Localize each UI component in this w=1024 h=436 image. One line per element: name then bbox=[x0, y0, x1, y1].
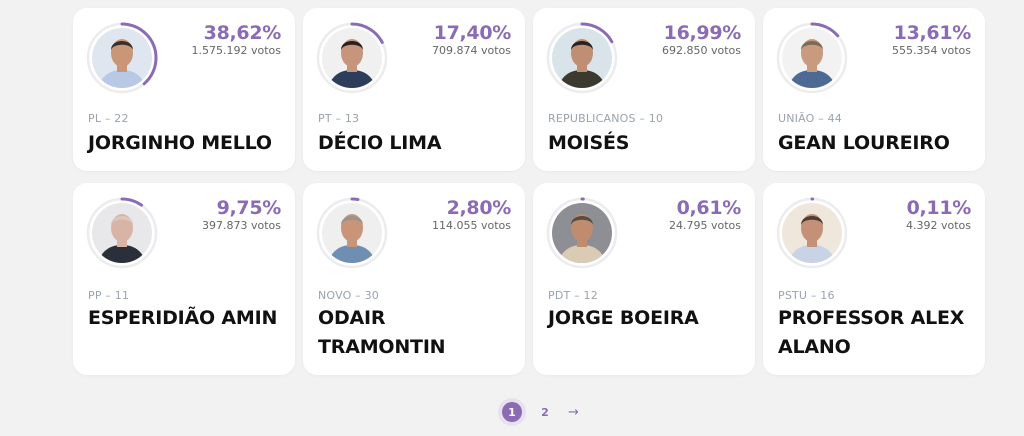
vote-stats: 17,40% 709.874 votos bbox=[432, 22, 511, 57]
vote-stats: 9,75% 397.873 votos bbox=[202, 197, 281, 232]
candidate-name: GEAN LOUREIRO bbox=[778, 132, 950, 154]
party-number: PL – 22 bbox=[88, 112, 129, 125]
candidate-photo bbox=[782, 28, 842, 88]
party-number: NOVO – 30 bbox=[318, 289, 379, 302]
vote-share-ring bbox=[776, 197, 848, 269]
candidate-photo bbox=[322, 28, 382, 88]
candidate-name: JORGE BOEIRA bbox=[548, 307, 699, 329]
vote-percentage: 38,62% bbox=[203, 22, 282, 44]
candidate-card[interactable]: 13,61% 555.354 votos UNIÃO – 44 GEAN LOU… bbox=[763, 8, 985, 171]
party-number: PDT – 12 bbox=[548, 289, 598, 302]
page-2-button[interactable]: 2 bbox=[541, 405, 549, 419]
candidate-card[interactable]: 17,40% 709.874 votos PT – 13 DÉCIO LIMA bbox=[303, 8, 525, 171]
vote-share-ring bbox=[546, 22, 618, 94]
candidate-photo bbox=[552, 203, 612, 263]
vote-count: 4.392 votos bbox=[905, 219, 971, 232]
vote-percentage: 0,11% bbox=[906, 197, 972, 219]
candidate-name: ODAIR TRAMONTIN bbox=[318, 307, 446, 358]
vote-stats: 38,62% 1.575.192 votos bbox=[192, 22, 282, 57]
candidate-card[interactable]: 2,80% 114.055 votos NOVO – 30 ODAIR TRAM… bbox=[303, 183, 525, 375]
candidate-photo bbox=[92, 203, 152, 263]
vote-percentage: 0,61% bbox=[676, 197, 742, 219]
party-number: UNIÃO – 44 bbox=[778, 112, 843, 125]
candidate-name: MOISÉS bbox=[548, 132, 630, 154]
vote-count: 555.354 votos bbox=[892, 44, 971, 57]
candidate-name: ESPERIDIÃO AMIN bbox=[88, 307, 278, 329]
vote-percentage: 2,80% bbox=[446, 197, 512, 219]
candidate-avatar bbox=[775, 196, 849, 270]
vote-count: 692.850 votos bbox=[662, 44, 741, 57]
vote-share-ring bbox=[316, 197, 388, 269]
candidate-name: JORGINHO MELLO bbox=[88, 132, 272, 154]
candidate-avatar bbox=[545, 196, 619, 270]
vote-percentage: 17,40% bbox=[433, 22, 512, 44]
candidate-card[interactable]: 0,11% 4.392 votos PSTU – 16 PROFESSOR AL… bbox=[763, 183, 985, 375]
candidate-card[interactable]: 38,62% 1.575.192 votos PL – 22 JORGINHO … bbox=[73, 8, 295, 171]
vote-count: 1.575.192 votos bbox=[191, 44, 282, 57]
candidate-photo bbox=[92, 28, 152, 88]
candidate-name: PROFESSOR ALEX ALANO bbox=[778, 307, 965, 358]
candidate-name: DÉCIO LIMA bbox=[318, 132, 442, 154]
vote-stats: 0,11% 4.392 votos bbox=[906, 197, 971, 232]
party-number: PSTU – 16 bbox=[778, 289, 835, 302]
candidate-card[interactable]: 16,99% 692.850 votos REPUBLICANOS – 10 M… bbox=[533, 8, 755, 171]
vote-share-ring bbox=[316, 22, 388, 94]
vote-share-ring bbox=[86, 197, 158, 269]
vote-stats: 13,61% 555.354 votos bbox=[892, 22, 971, 57]
next-page-arrow-icon[interactable]: → bbox=[568, 404, 579, 420]
vote-share-ring bbox=[546, 197, 618, 269]
vote-share-ring bbox=[776, 22, 848, 94]
vote-count: 709.874 votos bbox=[432, 44, 511, 57]
candidate-avatar bbox=[315, 196, 389, 270]
candidate-card[interactable]: 9,75% 397.873 votos PP – 11 ESPERIDIÃO A… bbox=[73, 183, 295, 375]
candidate-avatar bbox=[545, 21, 619, 95]
vote-count: 114.055 votos bbox=[432, 219, 511, 232]
party-number: PP – 11 bbox=[88, 289, 130, 302]
vote-stats: 2,80% 114.055 votos bbox=[432, 197, 511, 232]
vote-percentage: 9,75% bbox=[216, 197, 282, 219]
party-number: PT – 13 bbox=[318, 112, 360, 125]
pagination: 1 2 → bbox=[502, 402, 579, 422]
candidate-card[interactable]: 0,61% 24.795 votos PDT – 12 JORGE BOEIRA bbox=[533, 183, 755, 375]
candidate-avatar bbox=[85, 21, 159, 95]
candidates-grid: 38,62% 1.575.192 votos PL – 22 JORGINHO … bbox=[73, 8, 985, 375]
vote-stats: 0,61% 24.795 votos bbox=[669, 197, 741, 232]
candidate-photo bbox=[782, 203, 842, 263]
candidate-photo bbox=[552, 28, 612, 88]
page-1-button[interactable]: 1 bbox=[502, 402, 522, 422]
vote-percentage: 13,61% bbox=[893, 22, 972, 44]
candidate-avatar bbox=[315, 21, 389, 95]
party-number: REPUBLICANOS – 10 bbox=[548, 112, 664, 125]
vote-count: 397.873 votos bbox=[202, 219, 281, 232]
vote-count: 24.795 votos bbox=[669, 219, 741, 232]
candidate-photo bbox=[322, 203, 382, 263]
vote-stats: 16,99% 692.850 votos bbox=[662, 22, 741, 57]
candidate-avatar bbox=[85, 196, 159, 270]
vote-share-ring bbox=[86, 22, 158, 94]
vote-percentage: 16,99% bbox=[663, 22, 742, 44]
candidate-avatar bbox=[775, 21, 849, 95]
